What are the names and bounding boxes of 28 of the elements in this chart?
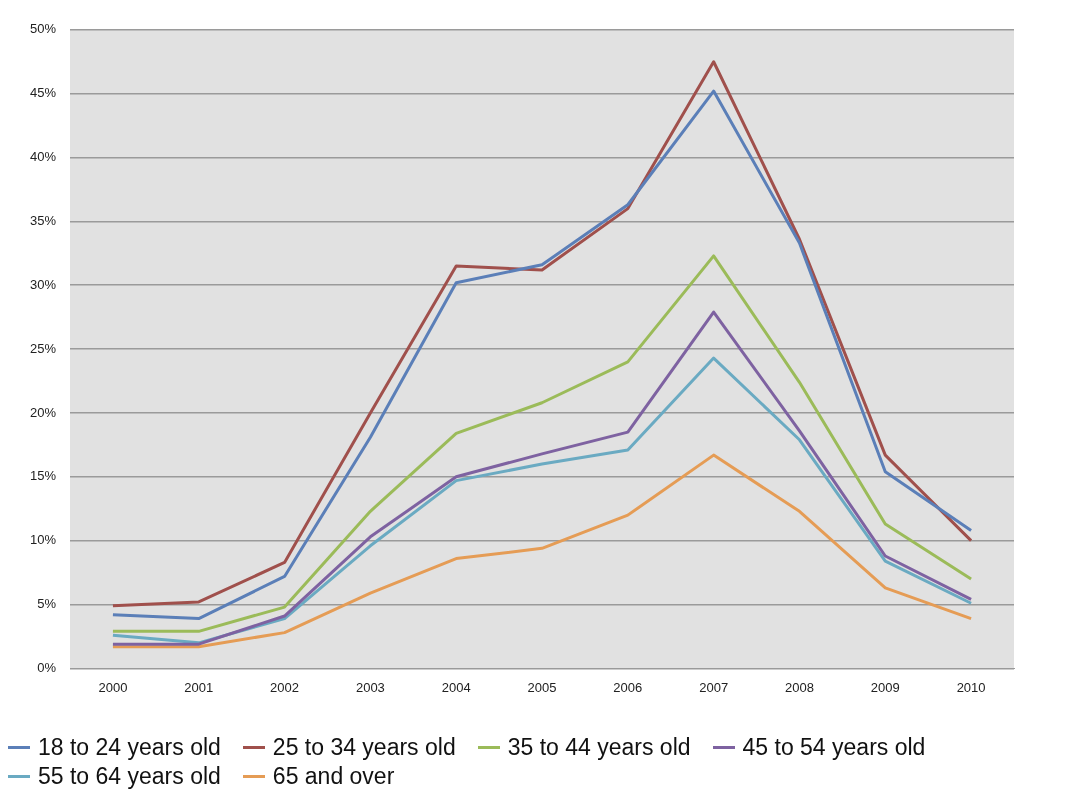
x-tick-label: 2008 <box>785 679 814 695</box>
y-tick-label: 25% <box>29 340 57 356</box>
y-tick-label: 10% <box>29 532 57 548</box>
legend-label: 65 and over <box>272 763 395 790</box>
legend-label: 25 to 34 years old <box>272 734 456 761</box>
y-tick-label: 5% <box>37 596 57 612</box>
x-tick-label: 2000 <box>98 679 128 695</box>
legend-label: 18 to 24 years old <box>38 734 221 761</box>
y-tick-label: 30% <box>29 276 57 292</box>
x-tick-label: 2009 <box>870 679 900 695</box>
y-tick-label: 45% <box>29 85 57 101</box>
y-tick-label: 20% <box>29 404 57 420</box>
x-tick-label: 2003 <box>355 679 385 695</box>
x-tick-label: 2001 <box>184 679 214 695</box>
x-tick-label: 2007 <box>699 679 729 695</box>
x-tick-label: 2005 <box>527 679 557 695</box>
legend-label: 55 to 64 years old <box>38 763 221 790</box>
x-tick-label: 2006 <box>613 679 643 695</box>
y-tick-label: 40% <box>29 149 57 165</box>
x-tick-label: 2010 <box>956 679 986 695</box>
y-tick-label: 0% <box>37 659 57 675</box>
y-tick-label: 50% <box>29 21 57 37</box>
x-tick-label: 2002 <box>270 679 300 695</box>
y-tick-label: 35% <box>29 212 57 228</box>
legend-label: 35 to 44 years old <box>507 734 691 761</box>
y-tick-label: 15% <box>29 468 57 484</box>
x-tick-label: 2004 <box>441 679 471 695</box>
legend-label: 45 to 54 years old <box>742 734 926 761</box>
